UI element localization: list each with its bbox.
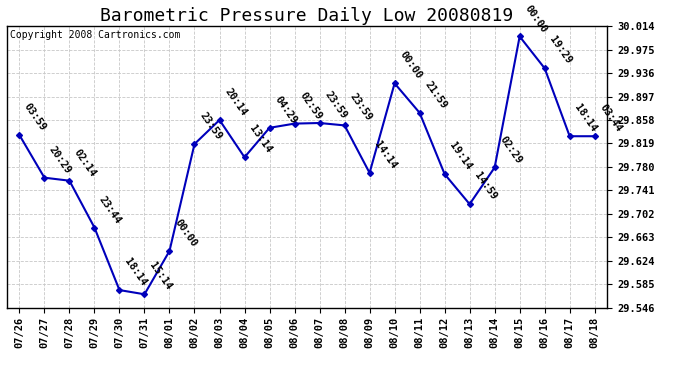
Title: Barometric Pressure Daily Low 20080819: Barometric Pressure Daily Low 20080819 [101,7,513,25]
Text: 19:29: 19:29 [547,35,573,66]
Text: 20:29: 20:29 [47,144,73,176]
Text: 13:14: 13:14 [247,124,273,155]
Text: 18:14: 18:14 [573,103,598,134]
Text: 19:14: 19:14 [447,141,473,172]
Text: 14:14: 14:14 [373,140,398,171]
Text: 23:59: 23:59 [347,92,373,123]
Text: 02:59: 02:59 [297,90,324,122]
Text: 15:14: 15:14 [147,261,173,292]
Text: 23:44: 23:44 [97,194,124,225]
Text: 21:59: 21:59 [422,79,448,111]
Text: 03:59: 03:59 [22,102,48,133]
Text: 23:59: 23:59 [322,90,348,121]
Text: 00:00: 00:00 [522,3,549,34]
Text: 23:59: 23:59 [197,111,224,142]
Text: 02:14: 02:14 [72,147,98,178]
Text: 18:14: 18:14 [122,256,148,288]
Text: 04:29: 04:29 [273,94,298,126]
Text: Copyright 2008 Cartronics.com: Copyright 2008 Cartronics.com [10,30,180,40]
Text: 00:00: 00:00 [397,50,424,81]
Text: 02:29: 02:29 [497,134,524,165]
Text: 03:44: 03:44 [598,103,624,134]
Text: 14:59: 14:59 [473,171,498,202]
Text: 20:14: 20:14 [222,87,248,118]
Text: 00:00: 00:00 [172,217,198,249]
